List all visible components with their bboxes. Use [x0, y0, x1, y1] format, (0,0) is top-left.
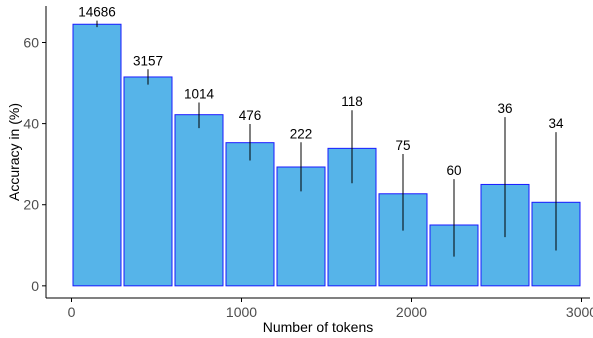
count-label: 14686 — [78, 5, 116, 20]
bar — [225, 142, 275, 287]
y-tick-label: 40 — [23, 116, 39, 132]
count-labels-layer: 14686 3157 1014 476 222 118 75 60 36 34 — [78, 5, 564, 179]
axes-layer — [45, 6, 590, 299]
error-bars-layer — [96, 20, 557, 257]
count-label: 75 — [395, 138, 410, 153]
y-tick-label: 20 — [23, 197, 39, 213]
count-label: 60 — [446, 163, 461, 178]
count-label: 222 — [290, 126, 313, 141]
x-axis-title: Number of tokens — [263, 319, 374, 335]
bar — [174, 114, 224, 287]
y-tick-label: 60 — [23, 35, 39, 51]
y-tick-label: 0 — [31, 278, 39, 294]
bar — [123, 76, 173, 287]
x-tick-label: 1000 — [226, 304, 257, 320]
x-tick-label: 0 — [68, 304, 76, 320]
count-label: 118 — [341, 94, 363, 109]
bar — [72, 23, 122, 287]
count-label: 36 — [497, 101, 512, 116]
x-tick-label: 2000 — [396, 304, 427, 320]
y-axis-title: Accuracy in (%) — [6, 103, 22, 201]
count-label: 3157 — [133, 53, 163, 68]
count-label: 1014 — [184, 87, 215, 102]
bar — [276, 166, 326, 287]
count-label: 34 — [548, 116, 564, 131]
count-label: 476 — [239, 108, 262, 123]
